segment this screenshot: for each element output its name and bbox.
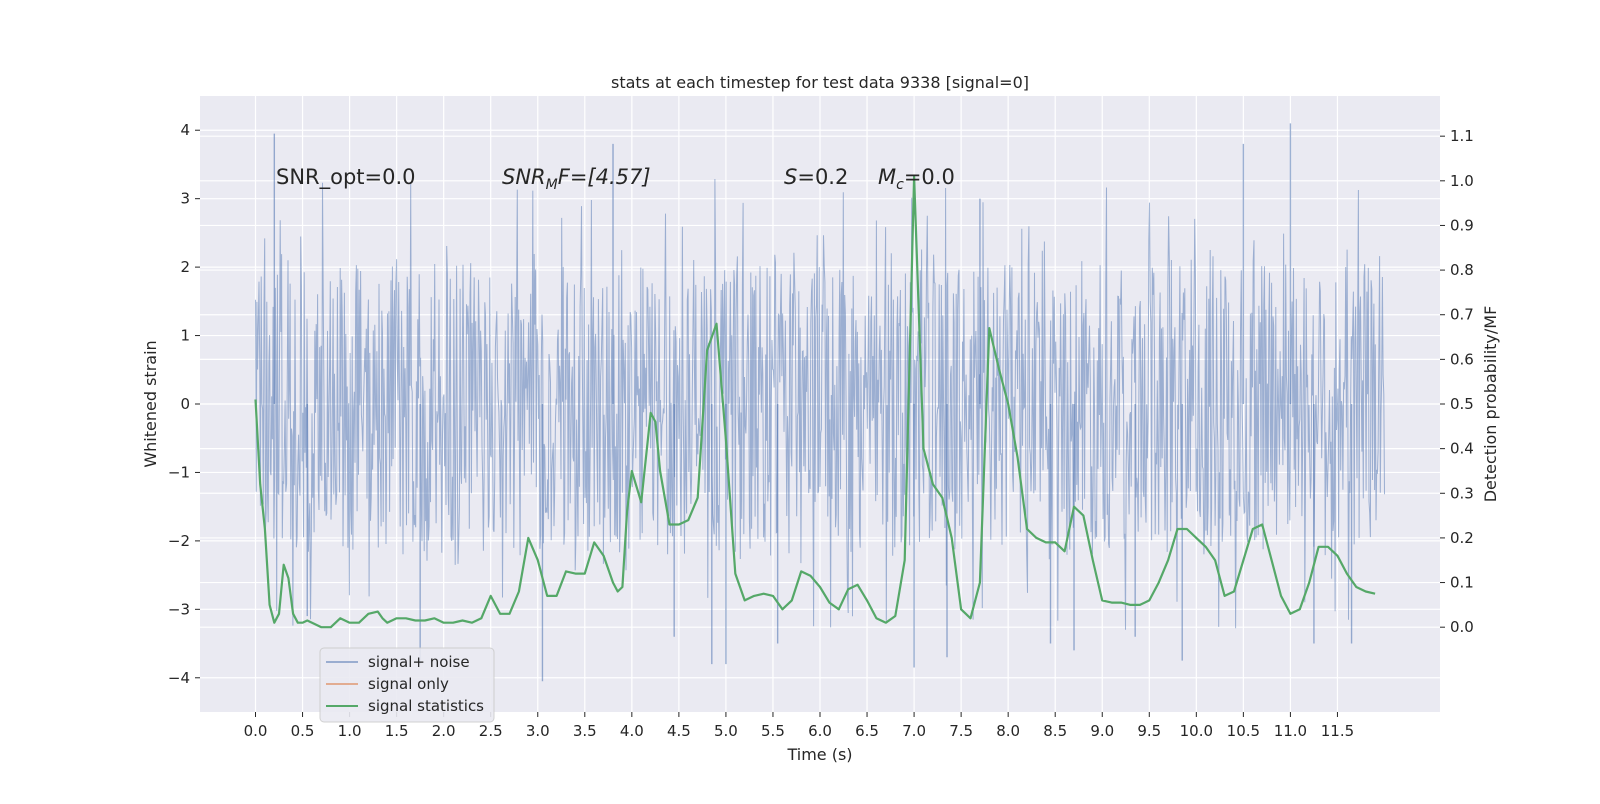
snr-opt-annotation: SNR_opt=0.0 [276, 165, 416, 190]
x-tick-label: 4.5 [667, 722, 691, 740]
y-right-tick-label: 1.0 [1450, 172, 1474, 190]
y-right-tick-label: 0.4 [1450, 440, 1474, 458]
mc-annotation: Mc=0.0 [878, 165, 955, 193]
y-right-tick-label: 0.5 [1450, 395, 1474, 413]
y-right-tick-label: 0.2 [1450, 529, 1474, 547]
legend-box [319, 647, 495, 723]
left-y-axis-label: Whitened strain [141, 340, 160, 467]
x-tick-label: 0.5 [291, 722, 315, 740]
right-y-axis-ticks: 1.1 1.0 0.9 0.8 0.7 0.6 0.5 0.4 0.3 0.2 0.1 0.0 [1440, 127, 1474, 636]
x-tick-label: 7.5 [949, 722, 973, 740]
legend-label-signal-only: signal only [368, 675, 449, 693]
y-left-tick-label: −1 [168, 463, 190, 481]
y-right-tick-label: 0.6 [1450, 350, 1474, 368]
chart-title: stats at each timestep for test data 933… [611, 73, 1029, 92]
x-tick-label: 6.5 [855, 722, 879, 740]
x-tick-label: 10.0 [1180, 722, 1213, 740]
legend-label-signal-statistics: signal statistics [368, 697, 484, 715]
legend: signal+ noise signal only signal statist… [319, 647, 495, 723]
x-tick-label: 4.0 [620, 722, 644, 740]
y-left-tick-label: 2 [180, 258, 190, 276]
legend-label-signal-noise: signal+ noise [368, 653, 470, 671]
x-tick-label: 2.5 [479, 722, 503, 740]
left-y-axis-ticks: 4 3 2 1 0 −1 −2 −3 −4 [168, 121, 200, 687]
y-right-tick-label: 0.9 [1450, 216, 1474, 234]
snr-mf-annotation: SNRMF=[4.57] [502, 165, 651, 193]
y-left-tick-label: 3 [180, 190, 190, 208]
x-axis-ticks: 0.0 0.5 1.0 1.5 2.0 2.5 3.0 3.5 4.0 4.5 5.0 5.5 6.0 6… [244, 712, 1354, 740]
y-right-tick-label: 0.3 [1450, 484, 1474, 502]
x-tick-label: 11.0 [1274, 722, 1307, 740]
x-tick-label: 5.0 [714, 722, 738, 740]
x-tick-label: 9.5 [1137, 722, 1161, 740]
x-tick-label: 1.5 [385, 722, 409, 740]
x-tick-label: 0.0 [244, 722, 268, 740]
x-tick-label: 10.5 [1227, 722, 1260, 740]
right-y-axis-label: Detection probability/MF [1481, 306, 1500, 503]
x-tick-label: 9.0 [1090, 722, 1114, 740]
y-left-tick-label: 0 [180, 395, 190, 413]
s-annotation: S=0.2 [784, 165, 848, 189]
y-right-tick-label: 0.1 [1450, 574, 1474, 592]
x-tick-label: 11.5 [1321, 722, 1354, 740]
signal-statistics-line [254, 175, 1376, 629]
y-left-tick-label: 4 [180, 121, 190, 139]
signal-noise-line [255, 178, 1385, 630]
y-right-tick-label: 0.7 [1450, 306, 1474, 324]
signal-statistics-series [254, 175, 1376, 629]
x-tick-label: 1.0 [338, 722, 362, 740]
y-right-tick-label: 0.0 [1450, 618, 1474, 636]
y-left-tick-label: −2 [168, 532, 190, 550]
y-right-tick-label: 1.1 [1450, 127, 1474, 145]
y-right-tick-label: 0.8 [1450, 261, 1474, 279]
x-axis-label: Time (s) [786, 745, 852, 764]
y-left-tick-label: −3 [168, 600, 190, 618]
x-tick-label: 3.0 [526, 722, 550, 740]
y-left-tick-label: 1 [180, 327, 190, 345]
x-tick-label: 5.5 [761, 722, 785, 740]
x-tick-label: 2.0 [432, 722, 456, 740]
x-tick-label: 6.0 [808, 722, 832, 740]
y-left-tick-label: −4 [168, 669, 190, 687]
x-tick-label: 8.5 [1043, 722, 1067, 740]
x-tick-label: 7.0 [902, 722, 926, 740]
x-tick-label: 8.0 [996, 722, 1020, 740]
x-tick-label: 3.5 [573, 722, 597, 740]
